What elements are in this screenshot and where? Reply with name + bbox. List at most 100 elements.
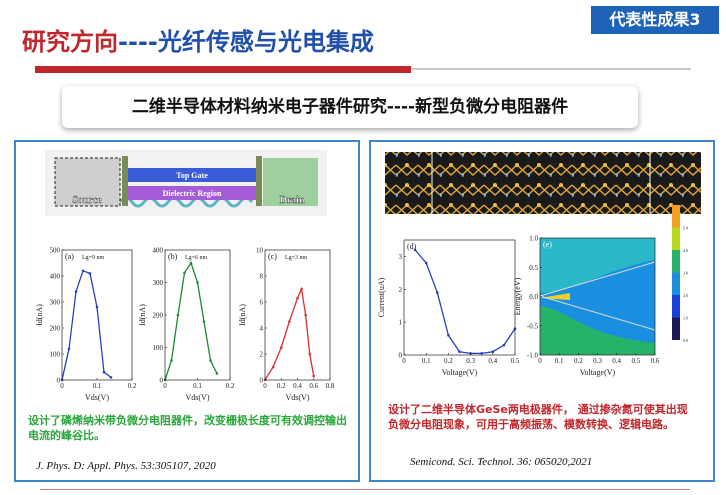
- colorbar-tick-label: 3.0: [683, 271, 688, 276]
- data-line: [164, 261, 218, 381]
- panel-label: (b): [168, 252, 178, 261]
- x-tick-label: 0.5: [511, 357, 520, 365]
- left-panel: [14, 140, 360, 482]
- annotation: Lg=9 nm: [82, 255, 105, 261]
- colorbar-tick-label: 0.0: [683, 338, 688, 343]
- data-point: [67, 347, 71, 351]
- data-point: [109, 376, 113, 379]
- data-point: [176, 313, 180, 317]
- lattice-structure: [385, 152, 701, 214]
- y-axis-label: Energy(eV): [513, 277, 522, 315]
- bias-window: [539, 295, 656, 331]
- colorbar-title: Color Scale Title: [670, 195, 697, 200]
- y-tick-label: -1.0: [527, 352, 539, 360]
- x-tick-label: 0.1: [555, 357, 564, 365]
- data-point: [480, 352, 484, 355]
- colorbar-segment: [672, 250, 680, 273]
- x-tick-label: 0: [538, 357, 542, 365]
- data-point: [209, 359, 212, 362]
- x-tick-label: 0.2: [574, 357, 583, 365]
- drain-label: Drain: [280, 195, 305, 206]
- x-tick-label: 0.4: [488, 357, 497, 365]
- y-tick-label: 10: [256, 247, 264, 255]
- data-point: [95, 305, 99, 309]
- data-point: [436, 291, 439, 294]
- y-tick-label: 300: [153, 279, 164, 287]
- data-point: [304, 313, 307, 317]
- data-point: [308, 352, 311, 356]
- x-tick-label: 0.2: [277, 382, 286, 390]
- data-point: [279, 346, 283, 349]
- y-axis-label: Id(nA): [35, 304, 44, 326]
- colorbar-segment: [672, 205, 680, 228]
- x-tick-label: 0: [60, 382, 64, 390]
- data-point: [88, 272, 92, 275]
- plot-frame: [164, 249, 231, 381]
- colorbar-tick-label: 4.0: [683, 248, 688, 253]
- colorbar-tick-label: 5.0: [683, 226, 688, 231]
- data-point: [413, 248, 417, 252]
- y-tick-label: 500: [50, 247, 61, 255]
- device-schematic: Top Gate Dielectric Region Source Drain: [45, 150, 327, 216]
- x-tick-label: 0.2: [128, 382, 137, 390]
- right-caption: 设计了二维半导体GeSe两电极器件， 通过掺杂氮可使其出现负微分电阻现象，可用于…: [388, 403, 688, 431]
- y-tick-label: 0: [160, 377, 164, 385]
- band-upper: [540, 238, 655, 293]
- data-point: [183, 271, 186, 275]
- data-point: [170, 359, 173, 362]
- x-tick-label: 0.2: [226, 382, 235, 390]
- y-tick-label: 0: [260, 377, 264, 385]
- y-tick-label: 1.0: [529, 235, 538, 243]
- x-axis-label: Vds(V): [286, 393, 310, 402]
- y-tick-label: 8: [260, 273, 264, 281]
- y-tick-label: 0.0: [529, 293, 538, 301]
- colorbar-tick-label: 1.0: [683, 316, 688, 321]
- y-axis-label: Id(nA): [138, 304, 147, 326]
- colorbar-tick-label: 2.0: [683, 293, 688, 298]
- x-axis-label: Voltage(V): [580, 368, 616, 377]
- slide-title: 研究方向----光纤传感与光电集成: [22, 22, 374, 57]
- data-point: [491, 350, 495, 354]
- annotation: Lg=3 nm: [285, 255, 308, 261]
- panel-label: (a): [65, 252, 74, 261]
- x-axis-label: Vds(V): [186, 393, 210, 402]
- y-tick-label: 1: [399, 319, 403, 327]
- y-tick-label: -0.5: [527, 322, 539, 330]
- y-tick-label: 200: [50, 325, 61, 333]
- x-tick-label: 0.8: [326, 382, 335, 390]
- panel-label: (e): [543, 240, 552, 249]
- title-red: 研究方向: [22, 27, 118, 56]
- y-axis-label: Current(uA): [377, 277, 386, 317]
- x-tick-label: 0.1: [93, 382, 102, 390]
- y-axis-label: Id(nA): [238, 304, 247, 326]
- bottom-rule: [40, 489, 690, 490]
- right-citation: Semicond. Sci. Technol. 36: 065020,2021: [410, 456, 593, 468]
- data-point: [447, 333, 450, 337]
- top-gate-label: Top Gate: [176, 171, 208, 180]
- panel-label: (d): [407, 242, 417, 251]
- y-tick-label: 2: [260, 351, 264, 359]
- plot-frame: [264, 249, 331, 381]
- data-point: [458, 350, 461, 354]
- x-tick-label: 0.5: [631, 357, 640, 365]
- x-tick-label: 0.3: [466, 357, 475, 365]
- data-point: [424, 261, 428, 265]
- x-axis-label: Vds(V): [85, 393, 109, 402]
- left-caption: 设计了磷烯纳米带负微分电阻器件，改变栅极长度可有效调控输出电流的峰谷比。: [28, 414, 347, 442]
- x-tick-label: 0.6: [309, 382, 318, 390]
- rule-grey: [411, 68, 691, 70]
- x-axis-label: Voltage(V): [442, 368, 478, 377]
- x-tick-label: 0.6: [651, 357, 660, 365]
- y-tick-label: 400: [153, 247, 164, 255]
- data-point: [74, 290, 78, 293]
- y-tick-label: 2: [399, 286, 403, 294]
- dielectric-label: Dielectric Region: [163, 189, 222, 198]
- y-tick-label: 0.5: [529, 264, 538, 272]
- title-blue: ----光纤传感与光电集成: [118, 28, 374, 56]
- y-tick-label: 300: [50, 299, 61, 307]
- colorbar-segment: [672, 227, 680, 250]
- x-tick-label: 0.3: [593, 357, 602, 365]
- x-tick-label: 0.2: [444, 357, 453, 365]
